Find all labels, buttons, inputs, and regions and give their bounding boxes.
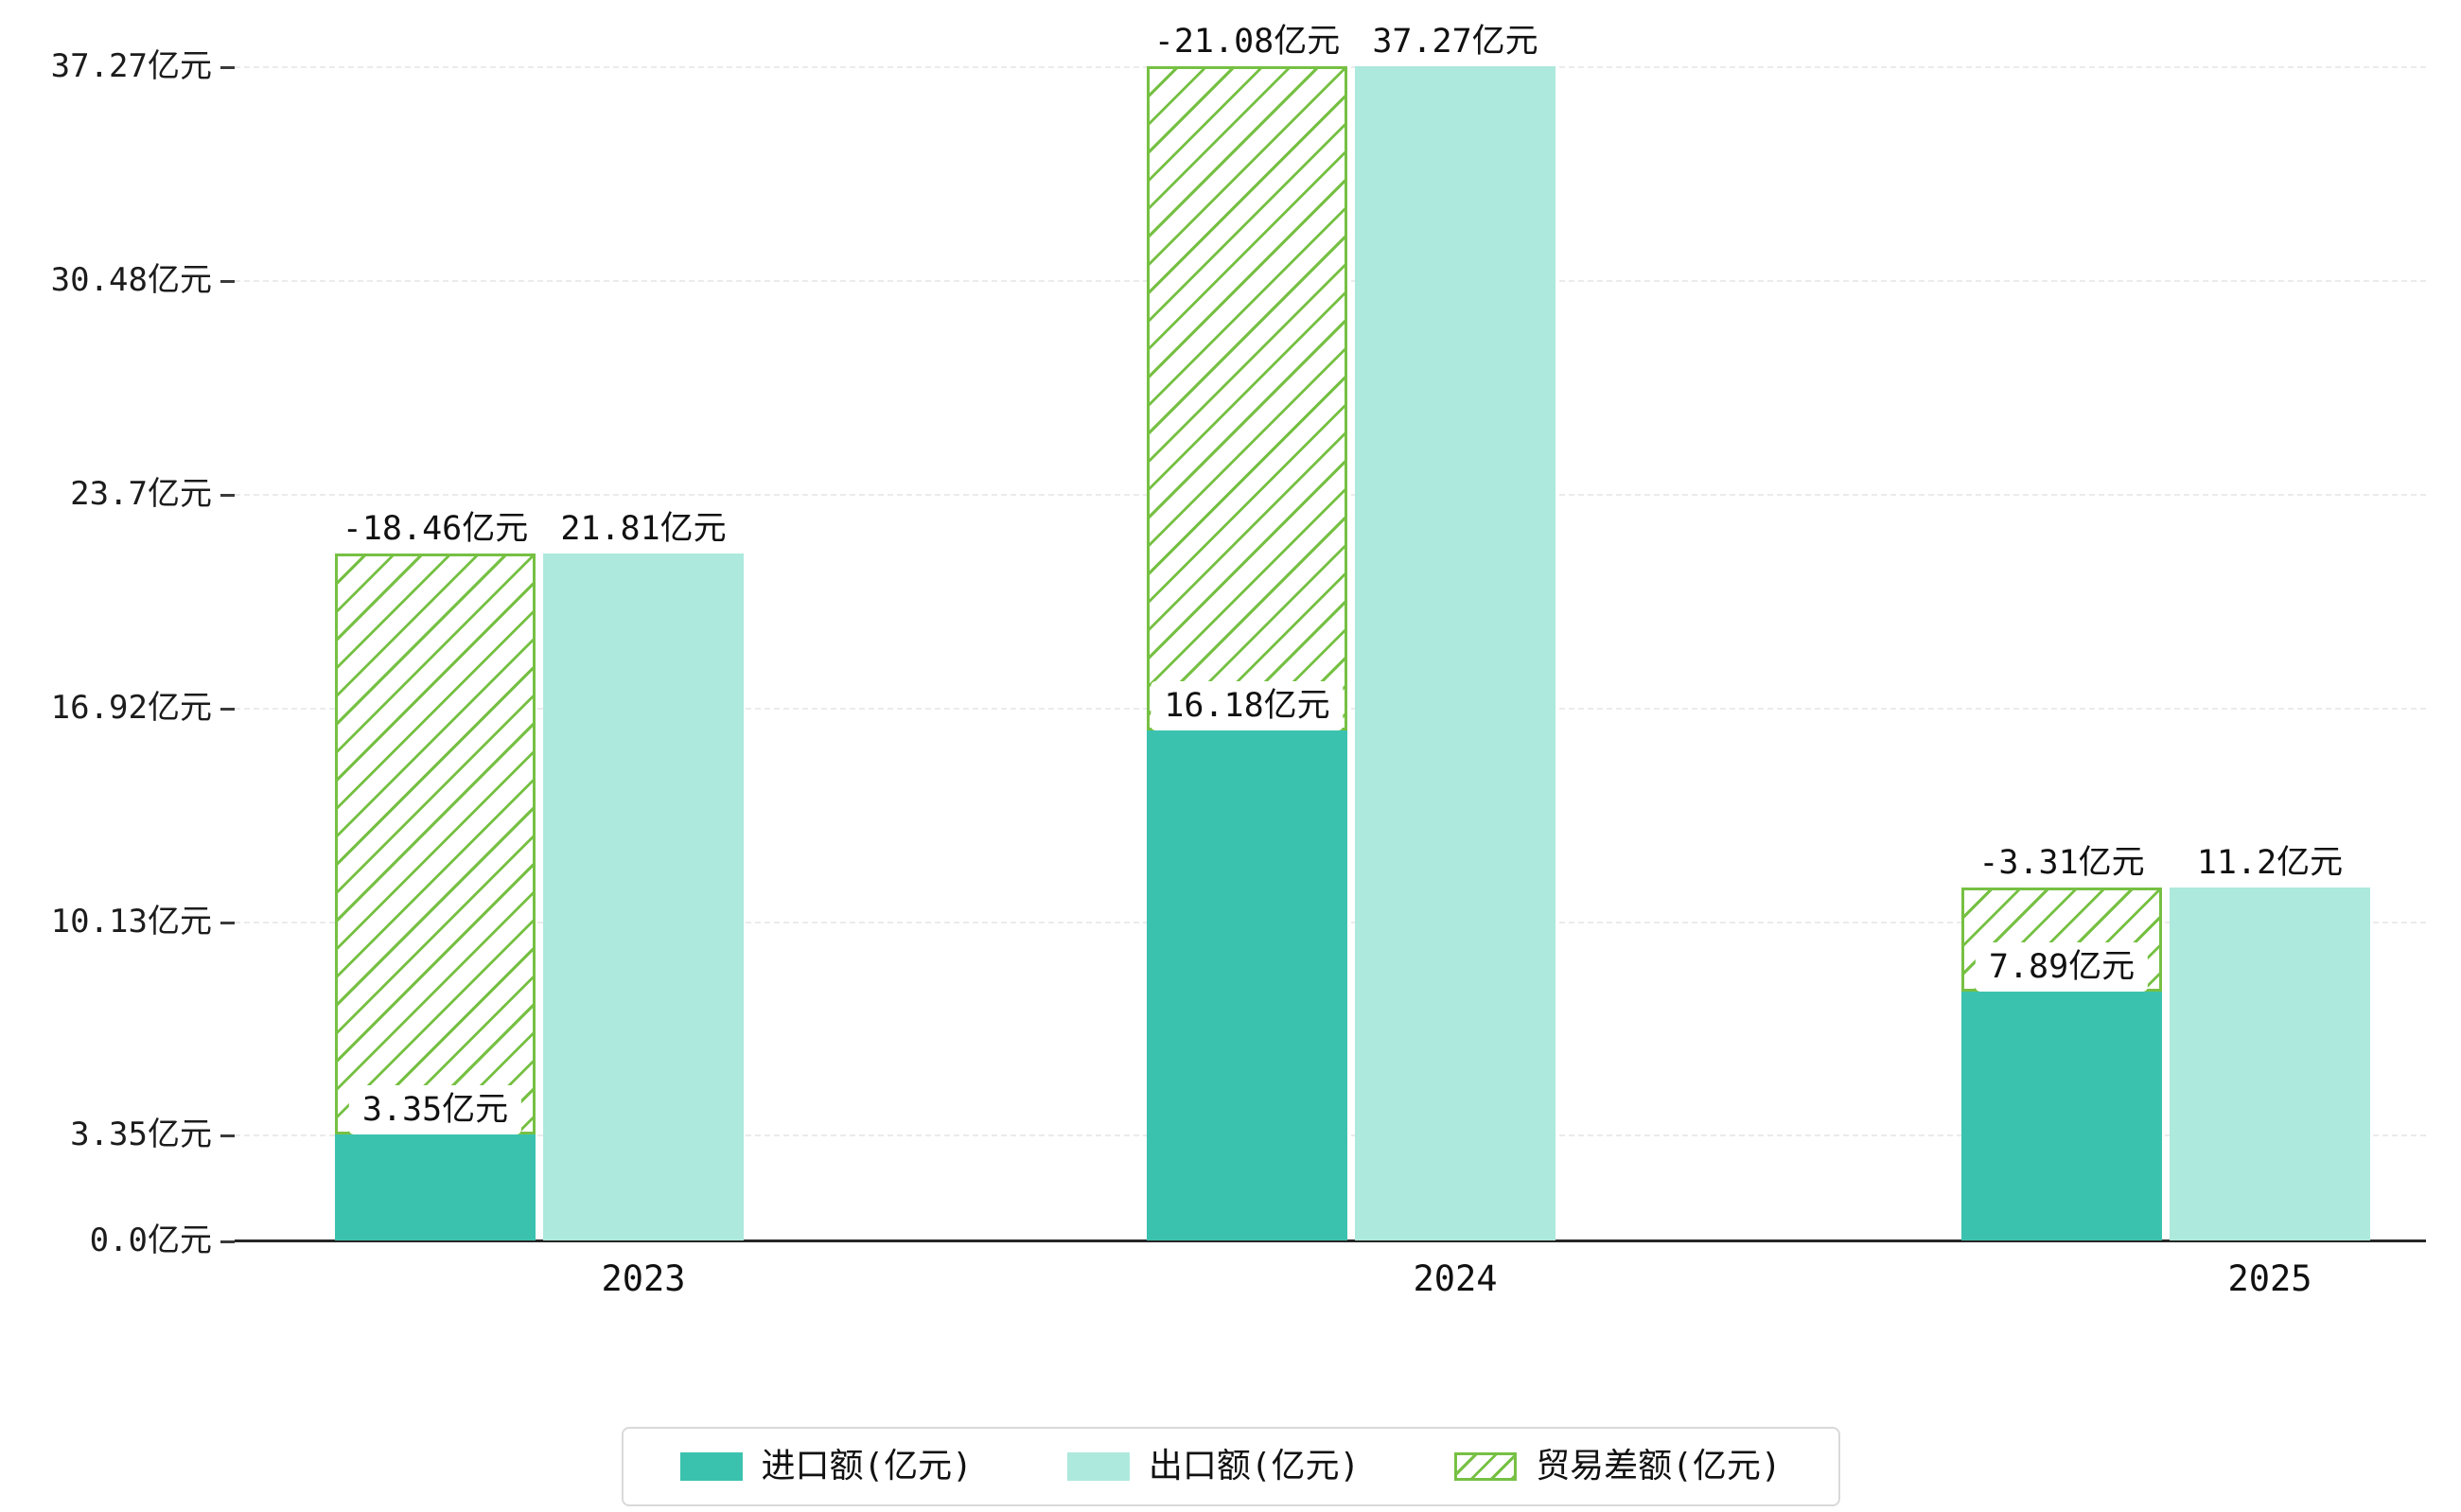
y-axis-tick-label: 16.92亿元: [50, 688, 212, 727]
export-swatch-icon: [1066, 1452, 1130, 1481]
legend-item-balance: 贸易差额(亿元): [1454, 1446, 1782, 1487]
y-tick-mark: [220, 280, 235, 284]
export-bar-2025: [2170, 888, 2370, 1240]
y-axis-tick-label: 0.0亿元: [89, 1222, 212, 1259]
y-tick-mark: [220, 921, 235, 924]
legend: 进口额(亿元) 出口额(亿元) 贸易差额(亿元): [621, 1427, 1840, 1506]
trade-balance-value-label-2023: -18.46亿元: [328, 503, 542, 554]
x-axis-label-2025: 2025: [2227, 1258, 2312, 1299]
y-axis-tick-label: 3.35亿元: [70, 1116, 212, 1154]
export-value-label-2025: 11.2亿元: [2183, 838, 2357, 888]
y-tick-mark: [220, 493, 235, 497]
x-axis-label-2024: 2024: [1413, 1258, 1498, 1299]
export-bar-2024: [1355, 66, 1556, 1240]
legend-label-balance: 贸易差额(亿元): [1536, 1447, 1782, 1486]
trade-balance-swatch-icon: [1454, 1452, 1518, 1481]
import-bar-2023: [335, 1134, 536, 1240]
export-value-label-2024: 37.27亿元: [1359, 17, 1552, 66]
import-value-label-2025: 7.89亿元: [1975, 942, 2149, 993]
x-axis-line: [235, 1239, 2426, 1242]
y-axis-tick-label: 37.27亿元: [50, 47, 212, 85]
y-tick-mark: [220, 66, 235, 69]
y-tick-mark: [220, 1240, 235, 1243]
export-bar-2023: [543, 553, 744, 1240]
import-value-label-2024: 16.18亿元: [1151, 681, 1344, 731]
import-swatch-icon: [679, 1452, 743, 1481]
y-axis-tick-label: 10.13亿元: [50, 902, 212, 941]
y-axis-tick-label: 23.7亿元: [70, 474, 212, 513]
trade-balance-bar-2024: [1147, 66, 1347, 731]
import-bar-2024: [1147, 730, 1347, 1240]
export-value-label-2023: 21.81亿元: [547, 503, 740, 554]
y-tick-mark: [220, 707, 235, 711]
y-tick-mark: [220, 1134, 235, 1138]
legend-item-export: 出口额(亿元): [1066, 1446, 1361, 1487]
legend-label-import: 进口额(亿元): [761, 1447, 973, 1486]
y-axis-tick-label: 30.48亿元: [50, 261, 212, 300]
legend-item-import: 进口额(亿元): [679, 1446, 973, 1487]
import-bar-2025: [1961, 992, 2162, 1240]
trade-balance-value-label-2025: -3.31亿元: [1965, 838, 2158, 888]
import-value-label-2023: 3.35亿元: [348, 1085, 522, 1135]
trade-balance-value-label-2024: -21.08亿元: [1140, 17, 1354, 66]
trade-balance-bar-2023: [335, 553, 536, 1135]
legend-label-export: 出口额(亿元): [1148, 1447, 1361, 1486]
x-axis-label-2023: 2023: [601, 1258, 686, 1299]
